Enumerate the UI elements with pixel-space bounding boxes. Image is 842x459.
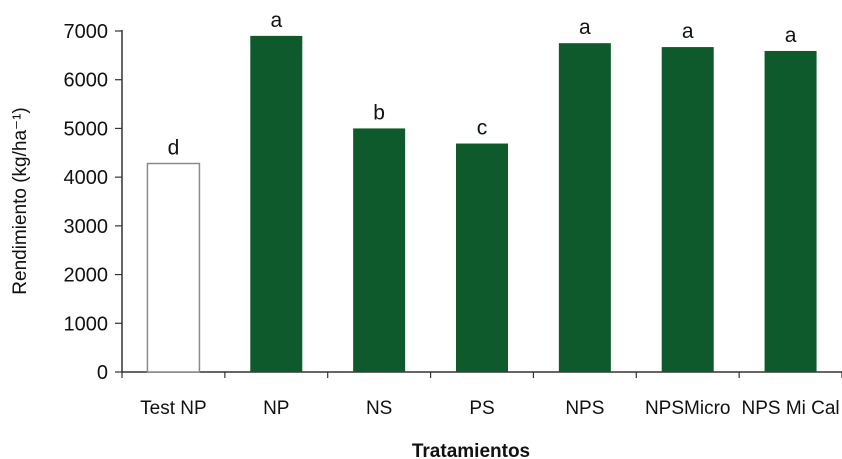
significance-letter: a (270, 9, 282, 32)
x-tick-label: NPS Mi Cal (741, 398, 839, 419)
y-tick-label: 5000 (64, 118, 109, 140)
y-tick-label: 7000 (64, 21, 109, 43)
y-tick-label: 6000 (64, 70, 109, 92)
y-tick-label: 4000 (64, 167, 109, 189)
significance-letter: b (373, 101, 385, 124)
y-tick-label: 3000 (64, 216, 109, 238)
y-ticks: 0 1000 2000 3000 4000 5000 6000 7000 (64, 21, 122, 384)
bar-test-np (146, 162, 201, 373)
x-tick-label: Test NP (140, 398, 207, 419)
x-axis-title: Tratamientos (412, 441, 530, 459)
y-axis-title: Rendimiento (kg/ha⁻¹) (10, 107, 31, 294)
x-tick-label: NPS (565, 398, 604, 419)
category-labels: Test NP NP NS PS NPS NPSMicro NPS Mi Cal (140, 398, 840, 419)
x-tick-label: NP (263, 398, 289, 419)
bars (146, 35, 817, 373)
y-tick-label: 1000 (64, 313, 109, 335)
bar-nps-mi-cal (764, 50, 817, 372)
bar-nps (558, 43, 611, 373)
x-tick-label: NS (366, 398, 392, 419)
significance-labels: d a b c a a a (168, 9, 797, 160)
bar-ns (353, 128, 406, 372)
y-tick-label: 2000 (64, 265, 109, 287)
bar-npsmicro (661, 47, 714, 372)
bar-ps (456, 143, 508, 372)
x-tick-label: NPSMicro (645, 398, 731, 419)
significance-letter: c (477, 117, 488, 140)
significance-letter: a (785, 24, 797, 47)
significance-letter: a (682, 20, 694, 43)
significance-letter: a (579, 16, 591, 39)
significance-letter: d (168, 137, 180, 160)
x-tick-label: PS (469, 398, 494, 419)
y-tick-label: 0 (97, 362, 108, 384)
bar-np (250, 35, 303, 372)
